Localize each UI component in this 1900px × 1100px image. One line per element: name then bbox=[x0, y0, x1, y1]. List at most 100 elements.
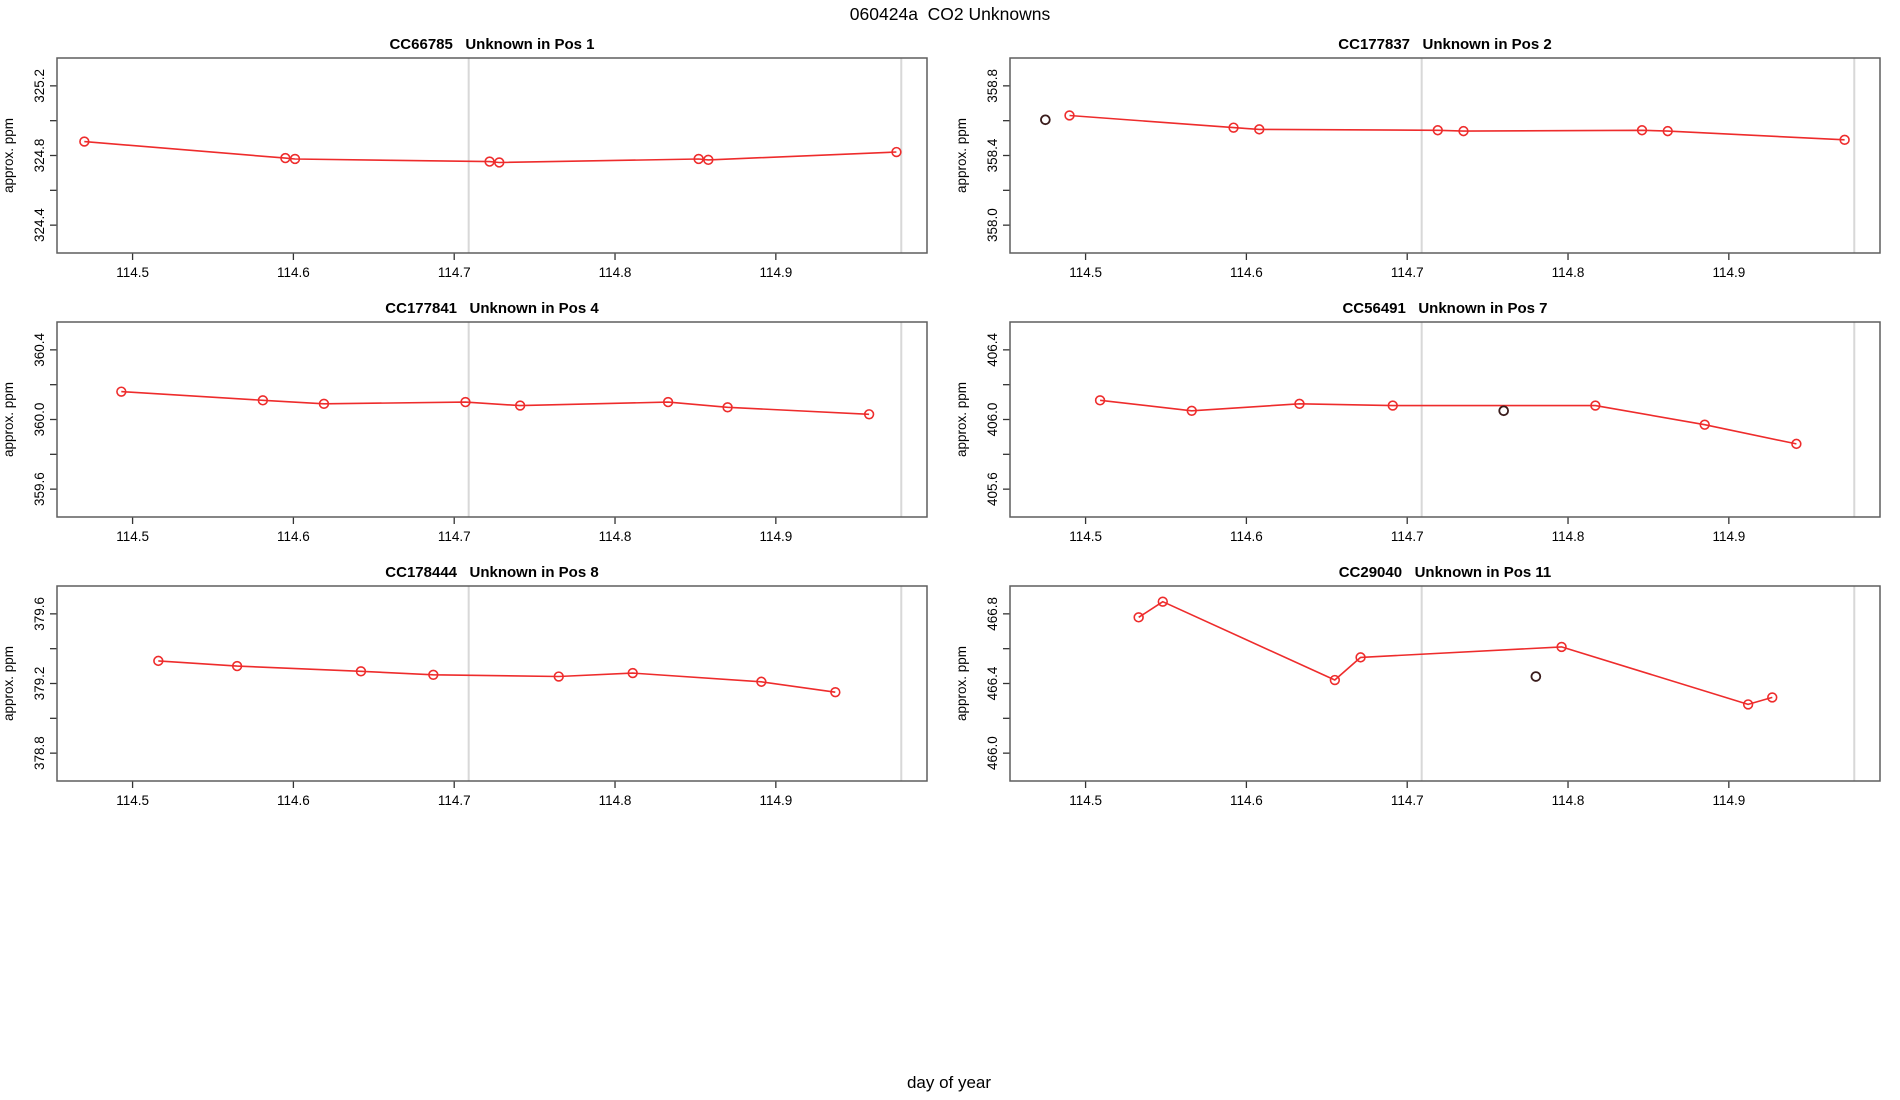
data-point bbox=[830, 687, 841, 698]
data-point bbox=[722, 402, 733, 413]
y-tick-label: 466.8 bbox=[985, 597, 1000, 631]
y-tick-label: 324.8 bbox=[32, 139, 47, 173]
y-tick-label: 466.0 bbox=[985, 736, 1000, 770]
data-point bbox=[1791, 438, 1802, 450]
y-tick-label: 405.6 bbox=[985, 472, 1000, 506]
data-point bbox=[863, 409, 875, 420]
x-tick-label: 114.9 bbox=[759, 793, 792, 808]
data-point bbox=[627, 667, 638, 679]
y-tick-label: 358.8 bbox=[985, 69, 1000, 103]
x-tick-label: 114.5 bbox=[1069, 793, 1102, 808]
x-tick-label: 114.8 bbox=[599, 793, 632, 808]
y-axis-title: approx. ppm bbox=[954, 382, 969, 457]
series-line bbox=[1069, 114, 1845, 141]
x-tick-label: 114.7 bbox=[438, 265, 471, 280]
panel-border bbox=[1009, 321, 1881, 518]
y-tick-label: 324.4 bbox=[32, 208, 47, 242]
panel-chart-CC29040: 114.5 114.6 114.7 114.8 114.9 466.0 466.4 466.8… bbox=[954, 564, 1881, 808]
panel-title: CC177837 Unknown in Pos 2 bbox=[1338, 36, 1551, 53]
y-tick-label: 379.2 bbox=[32, 667, 47, 701]
panel-chart-CC66785: 114.5 114.6 114.7 114.8 114.9 324.4 324.8 325.2… bbox=[1, 36, 928, 280]
data-point bbox=[1254, 124, 1265, 135]
x-tick-label: 114.9 bbox=[1712, 793, 1745, 808]
outlier-point bbox=[1530, 671, 1542, 682]
outlier-point bbox=[1040, 114, 1051, 126]
data-point bbox=[280, 152, 291, 164]
x-tick-label: 114.7 bbox=[438, 529, 471, 544]
y-tick-label: 378.8 bbox=[32, 736, 47, 770]
data-point bbox=[231, 660, 243, 672]
data-point bbox=[494, 157, 505, 168]
data-point bbox=[1387, 400, 1398, 411]
data-point bbox=[1636, 125, 1648, 136]
y-tick-label: 360.0 bbox=[32, 403, 47, 437]
x-tick-label: 114.6 bbox=[277, 529, 310, 544]
x-tick-label: 114.8 bbox=[599, 265, 632, 280]
x-tick-label: 114.5 bbox=[116, 793, 149, 808]
data-point bbox=[1458, 125, 1469, 137]
panel-border bbox=[56, 585, 928, 782]
figure-title: 060424a CO2 Unknowns bbox=[849, 4, 1051, 24]
y-tick-label: 358.0 bbox=[985, 208, 1000, 242]
y-tick-label: 360.4 bbox=[32, 332, 47, 366]
data-point bbox=[355, 666, 367, 677]
panel-border bbox=[56, 57, 928, 254]
data-point bbox=[1839, 134, 1850, 146]
x-tick-label: 114.7 bbox=[438, 793, 471, 808]
y-tick-label: 358.4 bbox=[985, 138, 1000, 172]
data-point bbox=[1699, 419, 1710, 430]
data-point bbox=[257, 395, 269, 406]
data-point bbox=[1133, 612, 1144, 623]
data-point bbox=[514, 400, 526, 411]
x-tick-label: 114.6 bbox=[277, 265, 310, 280]
y-tick-label: 325.2 bbox=[32, 69, 47, 103]
x-tick-label: 114.7 bbox=[1391, 529, 1424, 544]
series-line bbox=[84, 140, 897, 164]
y-tick-label: 406.4 bbox=[985, 332, 1000, 366]
y-tick-label: 466.4 bbox=[985, 666, 1000, 700]
data-point bbox=[1228, 122, 1239, 133]
data-point bbox=[1767, 692, 1778, 703]
series-line bbox=[158, 660, 836, 693]
y-axis-title: approx. ppm bbox=[954, 646, 969, 721]
data-point bbox=[891, 146, 902, 158]
panel-border bbox=[1009, 57, 1881, 254]
data-point bbox=[1157, 596, 1168, 607]
data-point bbox=[484, 156, 495, 167]
x-axis-title: day of year bbox=[906, 1073, 992, 1092]
panel-title: CC66785 Unknown in Pos 1 bbox=[389, 36, 594, 53]
x-tick-label: 114.8 bbox=[599, 529, 632, 544]
data-point bbox=[553, 671, 564, 682]
data-point bbox=[460, 396, 471, 408]
x-tick-label: 114.9 bbox=[759, 265, 792, 280]
data-point bbox=[1329, 674, 1341, 686]
panel-title: CC29040 Unknown in Pos 11 bbox=[1339, 564, 1552, 581]
data-point bbox=[1186, 405, 1197, 416]
x-tick-label: 114.6 bbox=[1230, 793, 1263, 808]
x-tick-label: 114.9 bbox=[1712, 265, 1745, 280]
x-tick-label: 114.7 bbox=[1391, 265, 1424, 280]
data-point bbox=[693, 153, 704, 165]
y-axis-title: approx. ppm bbox=[1, 118, 16, 193]
data-point bbox=[662, 396, 674, 408]
data-point bbox=[1432, 125, 1443, 136]
x-tick-label: 114.5 bbox=[1069, 265, 1102, 280]
panel-title: CC178444 Unknown in Pos 8 bbox=[385, 564, 598, 581]
data-point bbox=[79, 136, 90, 147]
panel-border bbox=[56, 321, 928, 518]
data-point bbox=[1662, 125, 1673, 137]
data-point bbox=[289, 153, 301, 165]
data-point bbox=[1556, 641, 1567, 653]
outlier-point bbox=[1498, 405, 1509, 417]
panel-chart-CC177837: 114.5 114.6 114.7 114.8 114.9 358.0 358.4 358.8… bbox=[954, 36, 1881, 280]
x-tick-label: 114.6 bbox=[1230, 529, 1263, 544]
panel-chart-CC177841: 114.5 114.6 114.7 114.8 114.9 359.6 360.0 360.4… bbox=[1, 300, 928, 544]
data-point bbox=[1355, 652, 1366, 663]
panel-title: CC177841 Unknown in Pos 4 bbox=[385, 300, 599, 317]
y-tick-label: 359.6 bbox=[32, 472, 47, 506]
y-axis-title: approx. ppm bbox=[1, 382, 16, 457]
series-line bbox=[1100, 399, 1797, 445]
x-tick-label: 114.7 bbox=[1391, 793, 1424, 808]
panel-border bbox=[1009, 585, 1881, 782]
x-tick-label: 114.8 bbox=[1552, 265, 1585, 280]
